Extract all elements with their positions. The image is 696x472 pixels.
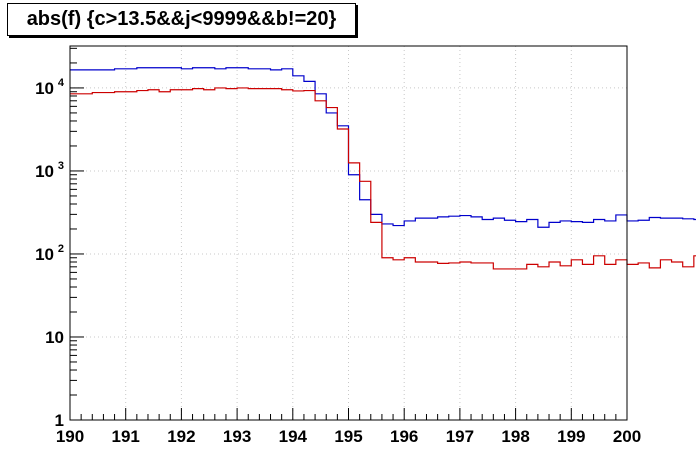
histogram-series-1 (70, 67, 696, 228)
x-tick-label: 199 (557, 427, 585, 446)
chart-title: abs(f) {c>13.5&&j<9999&&b!=20} (26, 8, 337, 30)
x-tick-label: 198 (501, 427, 529, 446)
x-tick-label: 196 (390, 427, 418, 446)
x-tick-label: 191 (112, 427, 140, 446)
series-layer (70, 67, 696, 270)
x-tick-label: 200 (613, 427, 641, 446)
histogram-series-2 (70, 87, 696, 270)
x-tick-label: 192 (167, 427, 195, 446)
grid (70, 46, 627, 420)
chart-title-box: abs(f) {c>13.5&&j<9999&&b!=20} (7, 3, 356, 36)
y-tick-label: 10 (35, 245, 54, 264)
y-tick-exponent: 2 (58, 243, 64, 255)
y-tick-label: 10 (45, 328, 64, 347)
axes (69, 45, 628, 421)
y-tick-label: 10 (35, 79, 54, 98)
x-tick-label: 190 (56, 427, 84, 446)
y-tick-label: 10 (35, 162, 54, 181)
y-tick-exponent: 3 (58, 160, 64, 172)
x-tick-label: 195 (334, 427, 362, 446)
x-tick-label: 193 (223, 427, 251, 446)
x-tick-label: 194 (279, 427, 308, 446)
y-tick-label: 1 (55, 411, 64, 430)
y-tick-exponent: 4 (58, 77, 65, 89)
x-tick-label: 197 (446, 427, 474, 446)
